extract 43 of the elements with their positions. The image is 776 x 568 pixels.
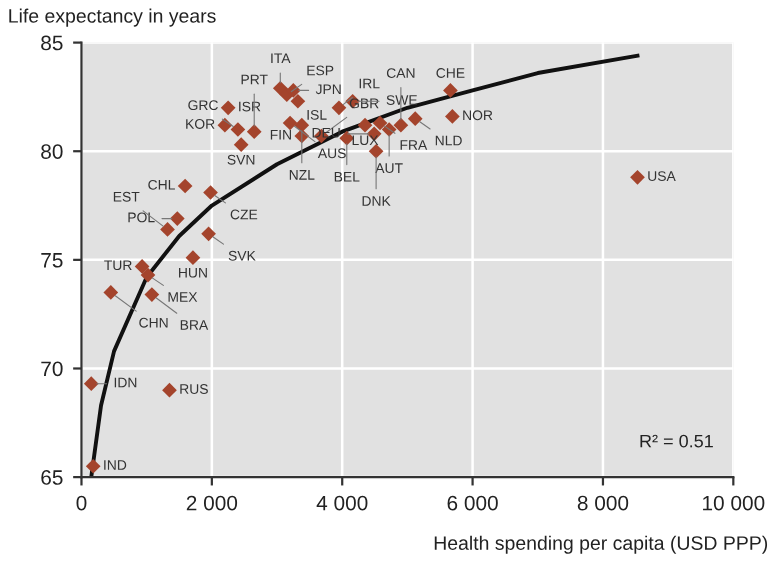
y-tick-label: 80 <box>41 144 63 159</box>
point <box>169 211 185 226</box>
point <box>203 185 218 200</box>
annotation: R² = 0.51 <box>640 434 713 448</box>
point <box>331 100 347 116</box>
x-tick-label: 2 000 <box>186 495 238 511</box>
point <box>185 250 201 266</box>
y-tick-label: 85 <box>41 35 63 51</box>
point <box>443 83 458 98</box>
point <box>83 376 99 392</box>
x-tick-label: 0 <box>76 495 87 511</box>
point <box>230 122 246 137</box>
point <box>201 226 216 242</box>
x-axis-title: Health spending per capita (USD PPP) <box>434 535 768 554</box>
y-tick-label: 75 <box>41 253 63 268</box>
point <box>162 382 177 398</box>
point <box>407 111 423 126</box>
y-tick-label: 65 <box>41 470 63 485</box>
x-tick-label: 4 000 <box>316 495 368 511</box>
point <box>85 458 101 474</box>
point <box>140 267 156 283</box>
point <box>233 137 249 153</box>
point <box>393 117 409 133</box>
point <box>160 222 175 237</box>
point <box>630 169 645 185</box>
y-tick-label: 70 <box>41 361 63 377</box>
point <box>220 100 236 116</box>
y-axis-title: Life expectancy in years <box>9 8 216 27</box>
point <box>144 287 160 302</box>
point <box>103 285 119 300</box>
point <box>290 93 306 109</box>
point <box>177 178 193 194</box>
x-tick-label: 10 000 <box>703 495 765 511</box>
point <box>372 115 388 131</box>
point <box>134 259 150 274</box>
point <box>368 143 384 159</box>
x-tick-label: 8 000 <box>577 495 629 511</box>
x-tick-label: 6 000 <box>447 495 498 511</box>
line-series <box>89 53 640 478</box>
point <box>282 115 298 131</box>
point <box>445 109 460 124</box>
point <box>357 117 373 133</box>
point <box>246 124 262 140</box>
